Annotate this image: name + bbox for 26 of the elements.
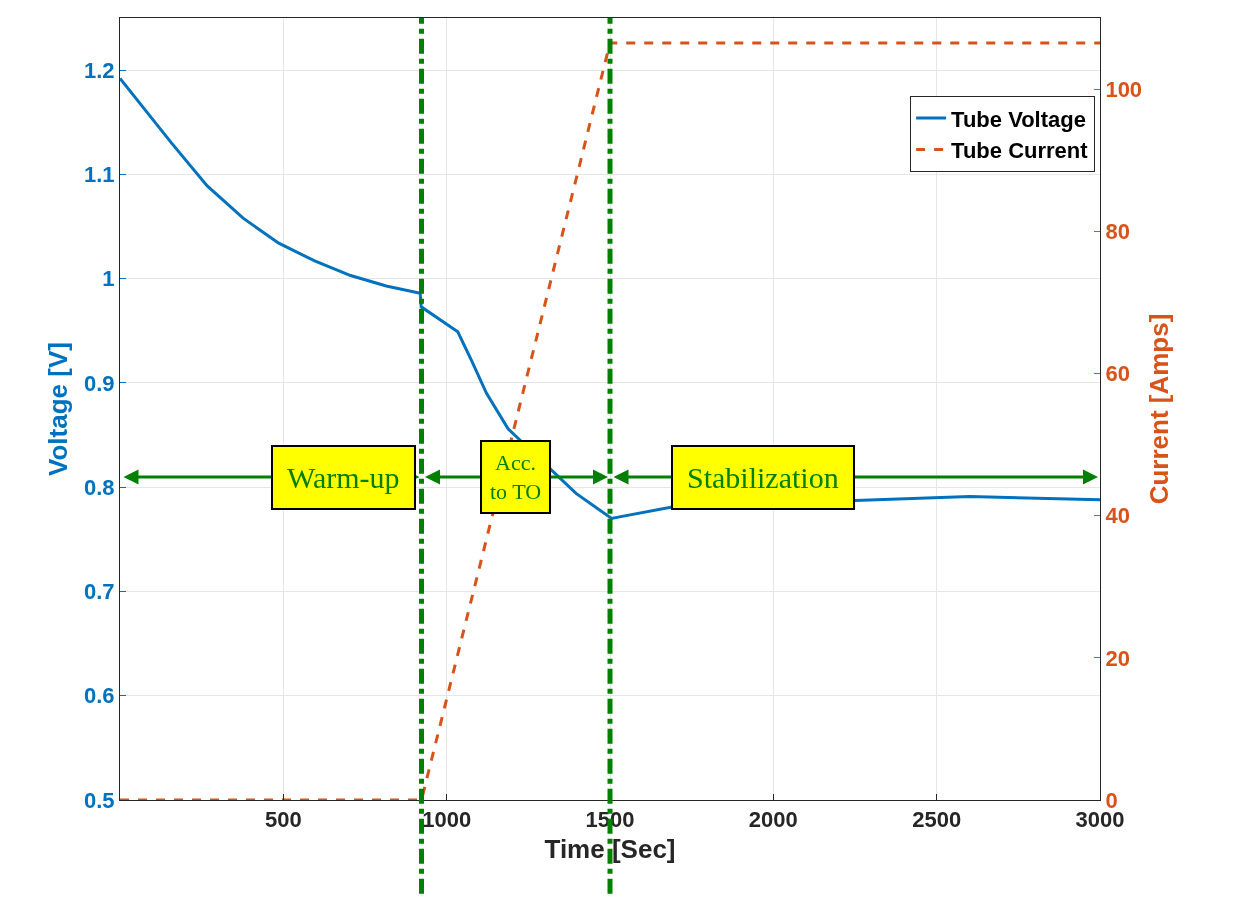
x-tick-label: 1500 <box>585 807 635 833</box>
legend-label: Tube Voltage <box>951 106 1086 132</box>
y-tick-label: 0.7 <box>84 579 115 605</box>
legend-label: Tube Current <box>951 138 1089 164</box>
y-tick-label: 0.6 <box>84 683 115 709</box>
y-tick-label: 1 <box>102 266 115 292</box>
x-tick-label: 500 <box>264 807 302 833</box>
y-tick-label: 1.1 <box>84 162 115 188</box>
y-axis-title: Voltage [V] <box>43 342 74 476</box>
x-tick-label: 2000 <box>748 807 798 833</box>
y2-tick-label: 40 <box>1105 503 1130 529</box>
annotation: Stabilization <box>687 461 839 494</box>
annotation: Warm-up <box>287 461 400 494</box>
y-tick-label: 0.5 <box>84 787 115 813</box>
annotation: Acc. to TO <box>490 450 542 504</box>
y2-tick-label: 20 <box>1105 645 1130 671</box>
y2-tick-label: 60 <box>1105 361 1130 387</box>
y2-tick-label: 100 <box>1105 76 1143 102</box>
x-axis-title: Time [Sec] <box>544 834 676 865</box>
x-tick-label: 2500 <box>912 807 962 833</box>
y2-tick-label: 80 <box>1105 218 1130 244</box>
x-tick-label: 1000 <box>422 807 472 833</box>
y-tick-label: 0.8 <box>84 474 115 500</box>
y2-axis-title: Current [Amps] <box>1143 313 1174 505</box>
y-tick-label: 1.2 <box>84 57 115 83</box>
y-tick-label: 0.9 <box>84 370 115 396</box>
